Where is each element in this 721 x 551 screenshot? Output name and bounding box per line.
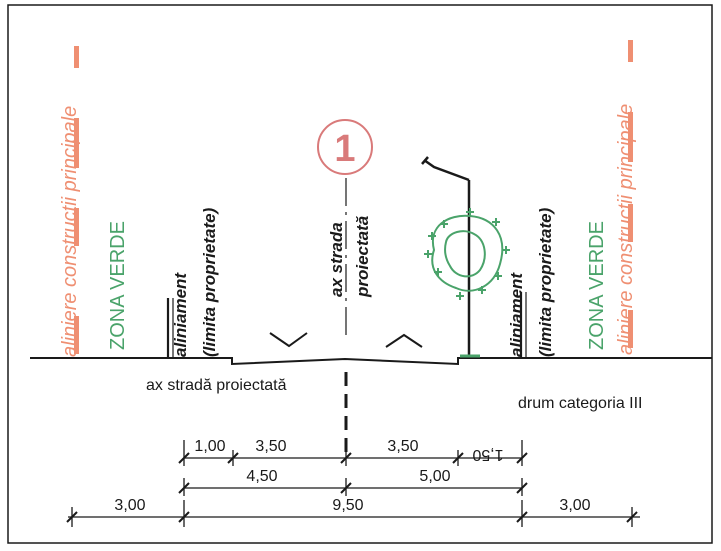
left-boundary-sub-label: (limita proprietate) — [200, 207, 219, 357]
dimension-lines — [68, 440, 640, 527]
dimension-value: 3,00 — [114, 497, 145, 514]
left-alignment-label: aliniere constructii principale — [59, 106, 81, 357]
tree-icon — [424, 208, 510, 300]
profile-number: 1 — [334, 128, 355, 170]
axis-label: ax strada — [327, 222, 346, 297]
left-property-line — [166, 298, 174, 358]
right-property-line — [519, 292, 527, 358]
left-green-zone-label: ZONA VERDE — [107, 221, 129, 350]
left-slope-chevron — [269, 332, 308, 348]
axis-caption: ax stradă proiectată — [146, 377, 287, 394]
drawing-frame — [7, 4, 713, 544]
right-alignment-label: aliniere constructii principale — [615, 104, 637, 355]
dimension-value: 4,50 — [246, 468, 277, 485]
dimension-value: 3,00 — [559, 497, 590, 514]
right-green-zone-label: ZONA VERDE — [586, 221, 608, 350]
right-boundary-label: aliniament — [507, 272, 526, 357]
dimension-value: 9,50 — [332, 497, 363, 514]
dimension-value: 3,50 — [387, 438, 418, 455]
profile-number-circle — [317, 119, 373, 175]
road-category-label: drum categoria III — [518, 395, 643, 412]
dimension-ticks — [66, 452, 638, 523]
dimension-value: 3,50 — [255, 438, 286, 455]
ground-profile-line — [30, 357, 712, 366]
dimension-value: 5,00 — [419, 468, 450, 485]
axis-sub-label: proiectată — [353, 215, 372, 298]
right-boundary-sub-label: (limita proprietate) — [536, 207, 555, 357]
dimension-value: 1,00 — [194, 438, 225, 455]
alignment-accent-marks — [74, 40, 633, 354]
dimension-value-inverted: 1,50 — [472, 446, 503, 463]
left-boundary-label: aliniament — [171, 272, 190, 357]
right-slope-chevron — [385, 333, 423, 348]
